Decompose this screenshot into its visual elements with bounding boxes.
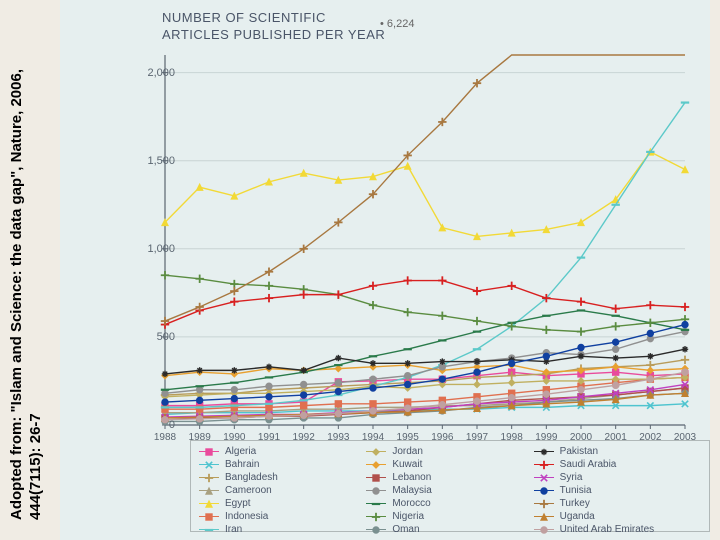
xtick-label: 1988 [150,432,180,443]
legend-swatch [199,513,219,521]
legend-label: Cameroon [225,485,272,496]
legend-label: Nigeria [392,511,424,522]
legend-swatch [366,448,386,456]
legend-swatch [366,513,386,521]
legend-label: Bahrain [225,459,259,470]
legend-swatch [199,448,219,456]
legend-item: Syria [534,471,701,484]
legend-label: Turkey [560,498,590,509]
legend-label: Morocco [392,498,430,509]
citation-text: Adopted from: "Islam and Science: the da… [8,0,46,520]
legend-label: Syria [560,472,583,483]
chart-svg [160,50,690,430]
legend-swatch [534,487,554,495]
legend-item: Kuwait [366,458,533,471]
legend-item: Iran [199,523,366,536]
legend-item: Malaysia [366,484,533,497]
legend-label: United Arab Emirates [560,524,655,535]
citation-line1: Adopted from: "Islam and Science: the da… [8,69,25,520]
legend-swatch [199,474,219,482]
legend-swatch [199,526,219,534]
citation-line2: 444(7115): 26-7 [27,413,44,520]
ytick-label: 0 [135,419,175,431]
chart-title-line2: ARTICLES PUBLISHED PER YEAR [162,27,385,42]
legend-swatch [199,500,219,508]
legend-item: Indonesia [199,510,366,523]
legend-label: Kuwait [392,459,422,470]
ytick-label: 2,000 [135,67,175,79]
legend-label: Saudi Arabia [560,459,617,470]
legend-label: Indonesia [225,511,268,522]
legend-item: Bangladesh [199,471,366,484]
peak-value-label: • 6,224 [380,18,414,30]
legend-label: Oman [392,524,419,535]
ytick-label: 1,500 [135,155,175,167]
legend-label: Pakistan [560,446,598,457]
legend-item: Jordan [366,445,533,458]
legend-swatch [534,461,554,469]
ytick-label: 1,000 [135,243,175,255]
legend-swatch [534,513,554,521]
legend-swatch [199,461,219,469]
legend-item: Nigeria [366,510,533,523]
legend-swatch [366,461,386,469]
legend-item: Tunisia [534,484,701,497]
legend-label: Uganda [560,511,595,522]
legend-swatch [366,474,386,482]
legend-item: Lebanon [366,471,533,484]
legend-swatch [366,526,386,534]
legend-swatch [534,500,554,508]
legend-label: Algeria [225,446,256,457]
legend-label: Bangladesh [225,472,278,483]
legend-item: Egypt [199,497,366,510]
legend-swatch [534,526,554,534]
legend-item: Turkey [534,497,701,510]
legend-swatch [366,500,386,508]
legend-item: Bahrain [199,458,366,471]
legend-item: Uganda [534,510,701,523]
series-iran [161,103,689,408]
legend-label: Egypt [225,498,251,509]
plot-area [160,50,690,430]
legend-item: Morocco [366,497,533,510]
legend-label: Lebanon [392,472,431,483]
series-egypt [162,149,688,240]
legend-label: Iran [225,524,242,535]
legend-item: United Arab Emirates [534,523,701,536]
legend-item: Saudi Arabia [534,458,701,471]
chart-title-line1: NUMBER OF SCIENTIFIC [162,10,326,25]
legend-label: Malaysia [392,485,431,496]
legend-swatch [199,487,219,495]
legend-swatch [534,474,554,482]
legend-item: Pakistan [534,445,701,458]
legend-item: Oman [366,523,533,536]
legend-label: Tunisia [560,485,592,496]
chart-region: NUMBER OF SCIENTIFIC ARTICLES PUBLISHED … [60,0,710,540]
legend-label: Jordan [392,446,423,457]
legend-item: Cameroon [199,484,366,497]
legend-swatch [366,487,386,495]
legend: Algeria Jordan Pakistan Bahrain Kuwait Saudi … [190,440,710,532]
legend-item: Algeria [199,445,366,458]
chart-title: NUMBER OF SCIENTIFIC ARTICLES PUBLISHED … [162,10,385,44]
legend-swatch [534,448,554,456]
ytick-label: 500 [135,331,175,343]
